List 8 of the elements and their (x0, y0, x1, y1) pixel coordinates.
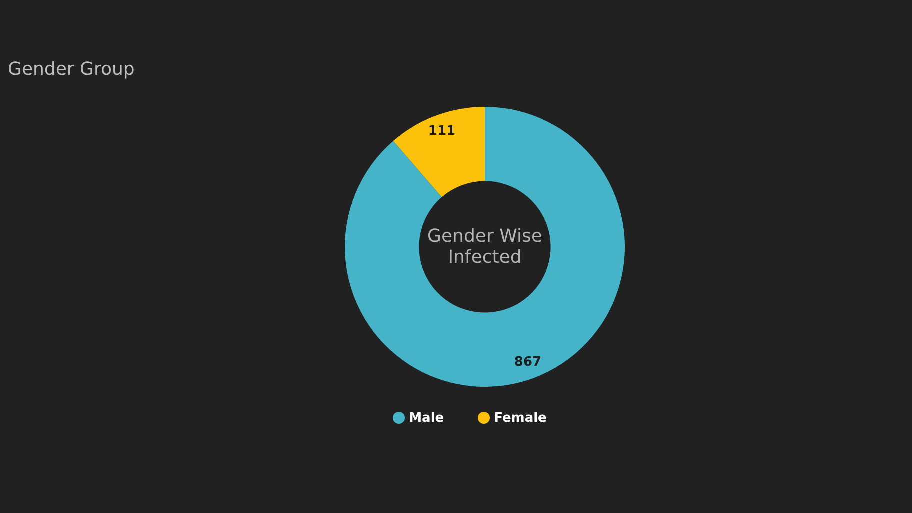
legend-label: Male (409, 411, 444, 426)
donut-slice (393, 107, 485, 198)
donut-slice (345, 107, 625, 387)
legend-label: Female (494, 411, 547, 426)
data-label: 867 (514, 354, 542, 370)
text: Gender Group (8, 59, 135, 80)
data-label: 111 (428, 124, 456, 140)
text: Gender Wise Infected (426, 226, 544, 268)
